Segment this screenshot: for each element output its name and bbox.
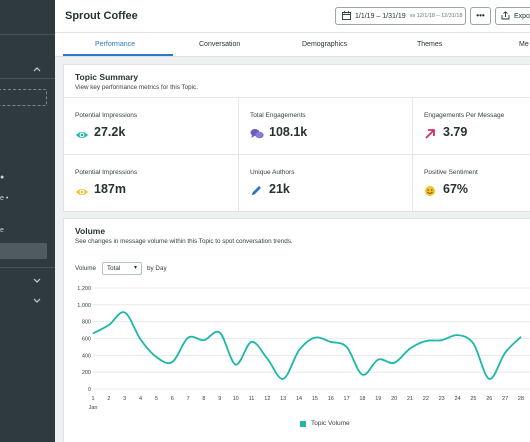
sidebar-divider [0,267,55,268]
metric-label: Engagements Per Message [424,112,505,119]
metric-tile: Positive Sentiment 67% [412,154,530,212]
chevron-down-icon[interactable] [33,296,41,307]
metric-tile: Total Engagements 108.1k [238,97,412,154]
sidebar-divider [0,34,55,35]
volume-type-value: Total [107,265,121,272]
eye-icon [75,184,89,196]
volume-title: Volume [75,226,106,236]
date-range-label: 1/1/19 – 1/31/19 [355,12,406,20]
sidebar-add-slot[interactable] [0,89,47,106]
metric-tile: Potential Impressions 187m [64,154,238,212]
legend-label: Topic Volume [311,420,350,427]
sidebar-item-fragment[interactable]: e [0,227,4,234]
topic-summary-subtitle: View key performance metrics for this To… [75,84,198,91]
by-day-label: by Day [147,265,167,272]
metric-label: Positive Sentiment [424,169,478,176]
chevron-down-icon: ▾ [133,265,137,271]
metric-label: Total Engagements [250,112,306,119]
metric-value: 3.79 [443,125,468,139]
chart-legend: Topic Volume [300,420,350,427]
volume-type-select[interactable]: Total ▾ [102,262,142,275]
export-icon [501,7,510,25]
metric-label: Potential Impressions [75,169,138,176]
metric-tile: Unique Authors 21k [238,154,412,212]
legend-swatch [300,420,306,427]
metric-value: 67% [443,182,469,196]
arrow-up-right-icon [424,127,438,139]
metric-tile: Potential Impressions 27.2k [64,97,238,154]
sidebar-item-fragment[interactable]: ● [0,174,5,181]
sidebar-item-active[interactable] [0,243,47,259]
metric-label: Potential Impressions [75,112,138,119]
eye-icon [75,127,89,139]
topic-summary-title: Topic Summary [75,72,139,82]
smiley-icon [424,184,438,196]
export-button[interactable]: Expo [495,7,530,25]
report-tabs: Performance Conversation Demographics Th… [55,33,530,57]
page-title: Sprout Coffee [65,10,138,22]
export-label: Expo [514,12,530,20]
metric-label: Unique Authors [250,169,295,176]
tab-conversation[interactable]: Conversation [199,41,241,48]
volume-subtitle: See changes in message volume within thi… [75,238,293,245]
active-tab-indicator [63,54,173,56]
sidebar-divider [0,78,55,79]
pencil-icon [250,184,264,196]
volume-control-label: Volume [75,265,97,272]
tab-demographics[interactable]: Demographics [302,41,348,48]
top-header: Sprout Coffee 1/1/19 – 1/31/19 vs 12/1/1… [55,0,530,33]
metric-value: 21k [269,182,290,196]
metric-value: 187m [94,182,126,196]
chevron-up-icon[interactable] [33,64,41,75]
tab-themes[interactable]: Themes [417,41,443,48]
chat-bubbles-icon [250,127,264,139]
metric-value: 27.2k [94,125,126,139]
tab-performance[interactable]: Performance [95,41,136,48]
topic-summary-card: Topic Summary View key performance metri… [63,64,530,212]
volume-card: Volume See changes in message volume wit… [63,218,530,442]
date-range-button[interactable]: 1/1/19 – 1/31/19 vs 12/1/18 – 12/31/18 [335,7,466,25]
sidebar: ● e • e [0,0,55,442]
metric-value: 108.1k [269,125,308,139]
metric-tile: Engagements Per Message 3.79 [412,97,530,154]
chevron-down-icon[interactable] [33,276,41,287]
more-options-button[interactable]: ••• [470,7,491,25]
tab-more[interactable]: Me [519,41,529,48]
calendar-icon [342,7,351,25]
compare-range-label: vs 12/1/18 – 12/31/18 [409,13,463,19]
sidebar-item-fragment[interactable]: e • [0,195,9,202]
